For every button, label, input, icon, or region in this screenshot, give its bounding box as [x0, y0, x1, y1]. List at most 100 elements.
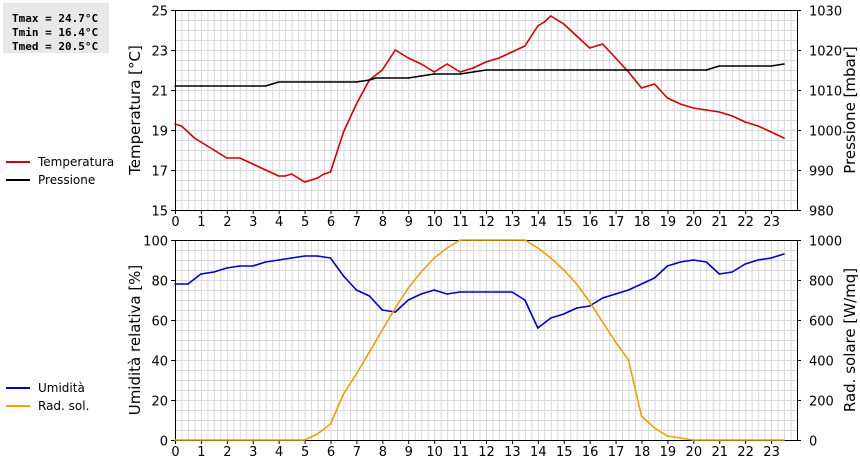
- data-point: [614, 293, 617, 295]
- data-point: [601, 321, 604, 323]
- data-point: [303, 181, 306, 183]
- data-point: [342, 275, 345, 277]
- data-point: [355, 103, 358, 105]
- data-point: [640, 87, 643, 89]
- series-line-temperatura: [174, 15, 785, 183]
- x-tick-label: 5: [301, 445, 309, 460]
- data-point: [271, 83, 274, 85]
- data-point: [537, 247, 539, 249]
- data-point: [459, 239, 461, 241]
- data-point: [277, 439, 280, 441]
- data-point: [407, 57, 410, 59]
- data-point: [213, 271, 215, 273]
- x-tick-label: 4: [275, 445, 283, 460]
- data-point: [239, 157, 241, 159]
- data-point: [187, 283, 189, 285]
- data-point: [187, 131, 189, 133]
- data-point: [213, 149, 215, 151]
- x-tick-label: 6: [327, 215, 335, 230]
- data-point: [485, 61, 487, 63]
- x-tick-label: 12: [478, 445, 495, 460]
- data-point: [459, 291, 461, 293]
- data-point: [666, 69, 669, 71]
- data-point: [226, 85, 228, 87]
- x-tick-label: 13: [504, 445, 521, 460]
- x-tick-label: 14: [530, 445, 547, 460]
- x-tick-label: 2: [223, 445, 231, 460]
- data-point: [355, 373, 358, 375]
- y-right-tick-label: 1010: [809, 85, 842, 100]
- data-point: [692, 259, 695, 261]
- y-left-tick-label: 15: [151, 205, 168, 220]
- data-point: [485, 291, 487, 293]
- data-point: [277, 259, 280, 261]
- data-point: [446, 63, 448, 65]
- data-point: [193, 137, 196, 139]
- data-point: [653, 83, 656, 85]
- data-point: [226, 157, 228, 159]
- data-point: [316, 177, 319, 179]
- data-point: [679, 261, 682, 263]
- data-point: [783, 439, 785, 441]
- x-tick-label: 9: [405, 445, 413, 460]
- y-left-axis-title: Temperatura [°C]: [126, 45, 144, 176]
- data-point: [601, 43, 604, 45]
- data-point: [588, 47, 591, 49]
- data-point: [783, 63, 785, 65]
- data-point: [679, 103, 682, 105]
- y-left-tick-label: 21: [151, 85, 168, 100]
- y-left-tick-label: 23: [151, 45, 168, 60]
- data-point: [226, 267, 228, 269]
- data-point: [200, 85, 202, 87]
- data-point: [368, 295, 371, 297]
- data-point: [550, 317, 552, 319]
- data-point: [310, 179, 312, 181]
- data-point: [627, 359, 630, 361]
- y-left-tick-label: 80: [151, 275, 168, 290]
- x-tick-label: 7: [353, 215, 361, 230]
- y-right-tick-label: 1030: [809, 5, 842, 20]
- data-point: [770, 439, 772, 441]
- data-point: [731, 65, 733, 67]
- data-point: [511, 51, 513, 53]
- data-point: [381, 69, 384, 71]
- x-tick-label: 11: [452, 215, 469, 230]
- data-point: [459, 71, 461, 73]
- data-point: [452, 67, 455, 69]
- data-point: [277, 175, 280, 177]
- y-right-tick-label: 0: [809, 435, 817, 450]
- data-point: [498, 291, 500, 293]
- data-point: [472, 291, 474, 293]
- data-point: [550, 257, 552, 259]
- series-line-umidit-: [175, 253, 785, 329]
- x-tick-label: 21: [711, 445, 728, 460]
- data-point: [731, 271, 733, 273]
- x-tick-label: 14: [530, 215, 547, 230]
- data-point: [757, 65, 759, 67]
- x-tick-label: 8: [379, 445, 387, 460]
- data-point: [511, 239, 513, 241]
- data-point: [446, 293, 448, 295]
- data-point: [368, 351, 371, 353]
- data-point: [485, 239, 487, 241]
- y-right-axis-title: Rad. solare [W/mq]: [841, 268, 859, 412]
- data-point: [303, 439, 306, 441]
- y-left-tick-label: 100: [143, 235, 168, 250]
- data-point: [588, 69, 591, 71]
- data-point: [381, 329, 384, 331]
- data-point: [290, 173, 293, 175]
- data-point: [174, 439, 176, 441]
- data-point: [498, 239, 500, 241]
- x-tick-label: 10: [426, 215, 443, 230]
- data-point: [174, 283, 176, 285]
- data-point: [252, 163, 254, 165]
- data-point: [329, 423, 332, 425]
- data-point: [200, 439, 202, 441]
- y-right-tick-label: 990: [809, 165, 834, 180]
- data-point: [543, 21, 546, 23]
- data-point: [433, 257, 436, 259]
- x-tick-label: 17: [608, 445, 625, 460]
- x-tick-label: 1: [197, 215, 205, 230]
- data-point: [472, 71, 474, 73]
